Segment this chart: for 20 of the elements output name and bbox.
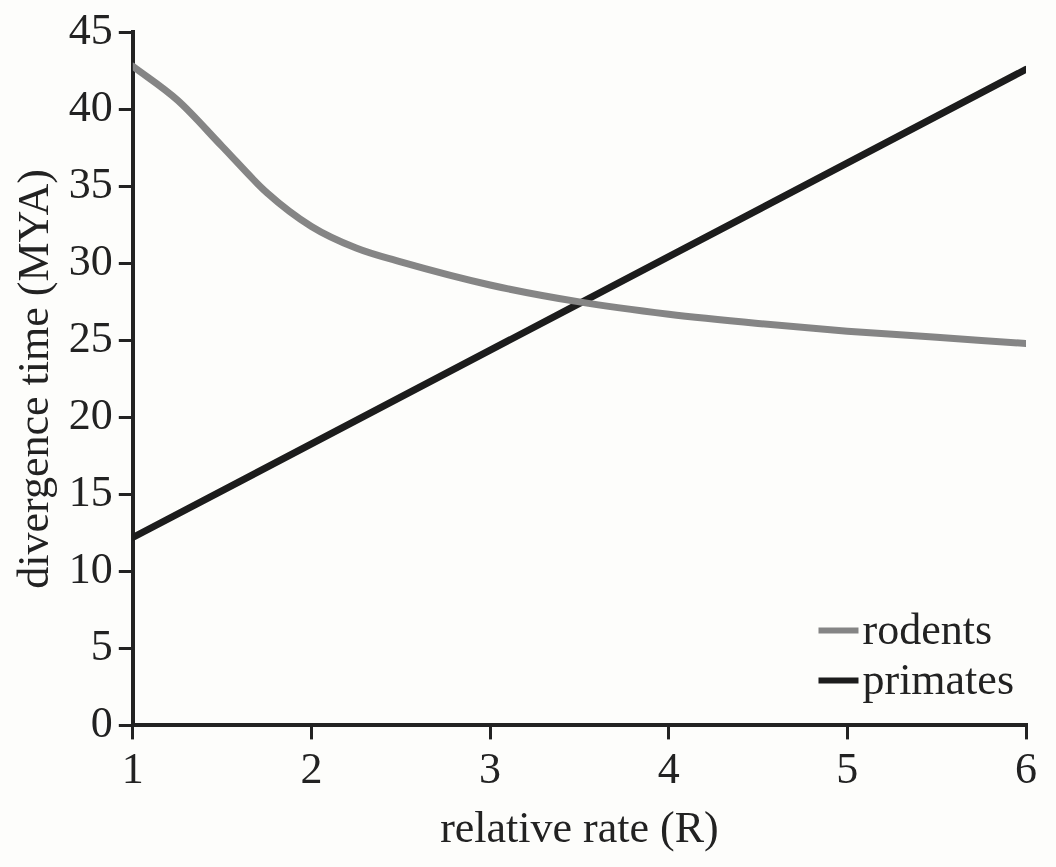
x-tick-label: 3	[479, 744, 502, 794]
y-tick-label: 0	[90, 697, 113, 747]
x-tick-label: 6	[1015, 744, 1037, 794]
x-axis-title: relative rate (R)	[440, 803, 719, 853]
x-tick-label: 2	[300, 744, 323, 794]
legend-label: rodents	[862, 604, 993, 654]
y-tick-label: 45	[68, 4, 113, 54]
x-tick-label: 4	[657, 744, 680, 794]
legend-label: primates	[862, 654, 1015, 704]
y-tick-label: 5	[90, 620, 113, 670]
y-tick-label: 30	[68, 235, 113, 285]
y-tick-label: 40	[68, 81, 113, 131]
y-tick-label: 20	[68, 389, 113, 439]
x-tick-label: 1	[121, 744, 144, 794]
y-tick-label: 15	[68, 466, 113, 516]
y-tick-label: 35	[68, 158, 113, 208]
y-axis-title: divergence time (MYA)	[8, 169, 58, 589]
x-tick-label: 5	[836, 744, 859, 794]
y-tick-label: 10	[68, 543, 113, 593]
y-tick-label: 25	[68, 312, 113, 362]
